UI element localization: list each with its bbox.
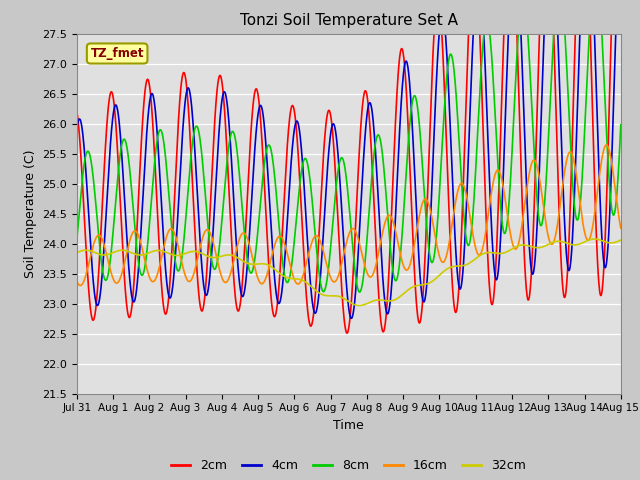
32cm [194, 249, 202, 255]
16cm [505, 219, 513, 225]
4cm [180, 105, 188, 110]
8cm [194, 125, 202, 131]
4cm [348, 315, 355, 321]
8cm [505, 206, 513, 212]
16cm [181, 272, 189, 277]
32cm [355, 303, 363, 309]
4cm [505, 27, 513, 33]
4cm [73, 126, 81, 132]
32cm [617, 237, 625, 243]
8cm [617, 122, 625, 128]
16cm [603, 142, 611, 148]
Text: TZ_fmet: TZ_fmet [90, 47, 144, 60]
Legend: 2cm, 4cm, 8cm, 16cm, 32cm: 2cm, 4cm, 8cm, 16cm, 32cm [166, 455, 531, 477]
8cm [73, 237, 81, 242]
2cm [343, 330, 351, 336]
2cm [180, 71, 188, 76]
16cm [73, 278, 81, 284]
16cm [553, 228, 561, 233]
4cm [255, 108, 262, 113]
16cm [76, 283, 84, 288]
32cm [255, 261, 262, 267]
2cm [73, 108, 81, 114]
2cm [553, 128, 561, 134]
4cm [194, 199, 202, 205]
Line: 8cm: 8cm [77, 0, 621, 292]
2cm [255, 96, 262, 102]
32cm [505, 248, 513, 254]
Title: Tonzi Soil Temperature Set A: Tonzi Soil Temperature Set A [240, 13, 458, 28]
8cm [434, 220, 442, 226]
16cm [617, 225, 625, 231]
32cm [73, 250, 81, 255]
Y-axis label: Soil Temperature (C): Soil Temperature (C) [24, 149, 36, 278]
8cm [255, 220, 262, 226]
Line: 2cm: 2cm [77, 0, 621, 333]
Line: 32cm: 32cm [77, 239, 621, 306]
16cm [195, 253, 202, 259]
8cm [180, 230, 188, 236]
2cm [434, 0, 442, 2]
16cm [255, 278, 263, 284]
32cm [180, 251, 188, 257]
32cm [553, 239, 561, 244]
8cm [356, 289, 364, 295]
4cm [434, 58, 442, 63]
2cm [194, 279, 202, 285]
32cm [591, 236, 598, 242]
32cm [434, 274, 442, 280]
Line: 4cm: 4cm [77, 0, 621, 318]
Line: 16cm: 16cm [77, 145, 621, 286]
X-axis label: Time: Time [333, 419, 364, 432]
4cm [553, 0, 561, 2]
16cm [434, 245, 442, 251]
